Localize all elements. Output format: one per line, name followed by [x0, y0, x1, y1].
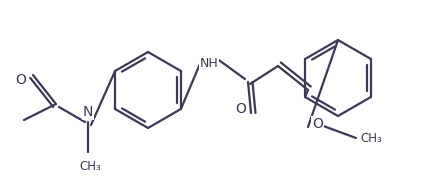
Text: O: O — [15, 73, 26, 87]
Text: O: O — [235, 102, 246, 116]
Text: NH: NH — [200, 57, 218, 70]
Text: CH₃: CH₃ — [79, 160, 101, 173]
Text: CH₃: CH₃ — [360, 132, 382, 145]
Text: N: N — [83, 105, 93, 119]
Text: O: O — [312, 117, 323, 131]
